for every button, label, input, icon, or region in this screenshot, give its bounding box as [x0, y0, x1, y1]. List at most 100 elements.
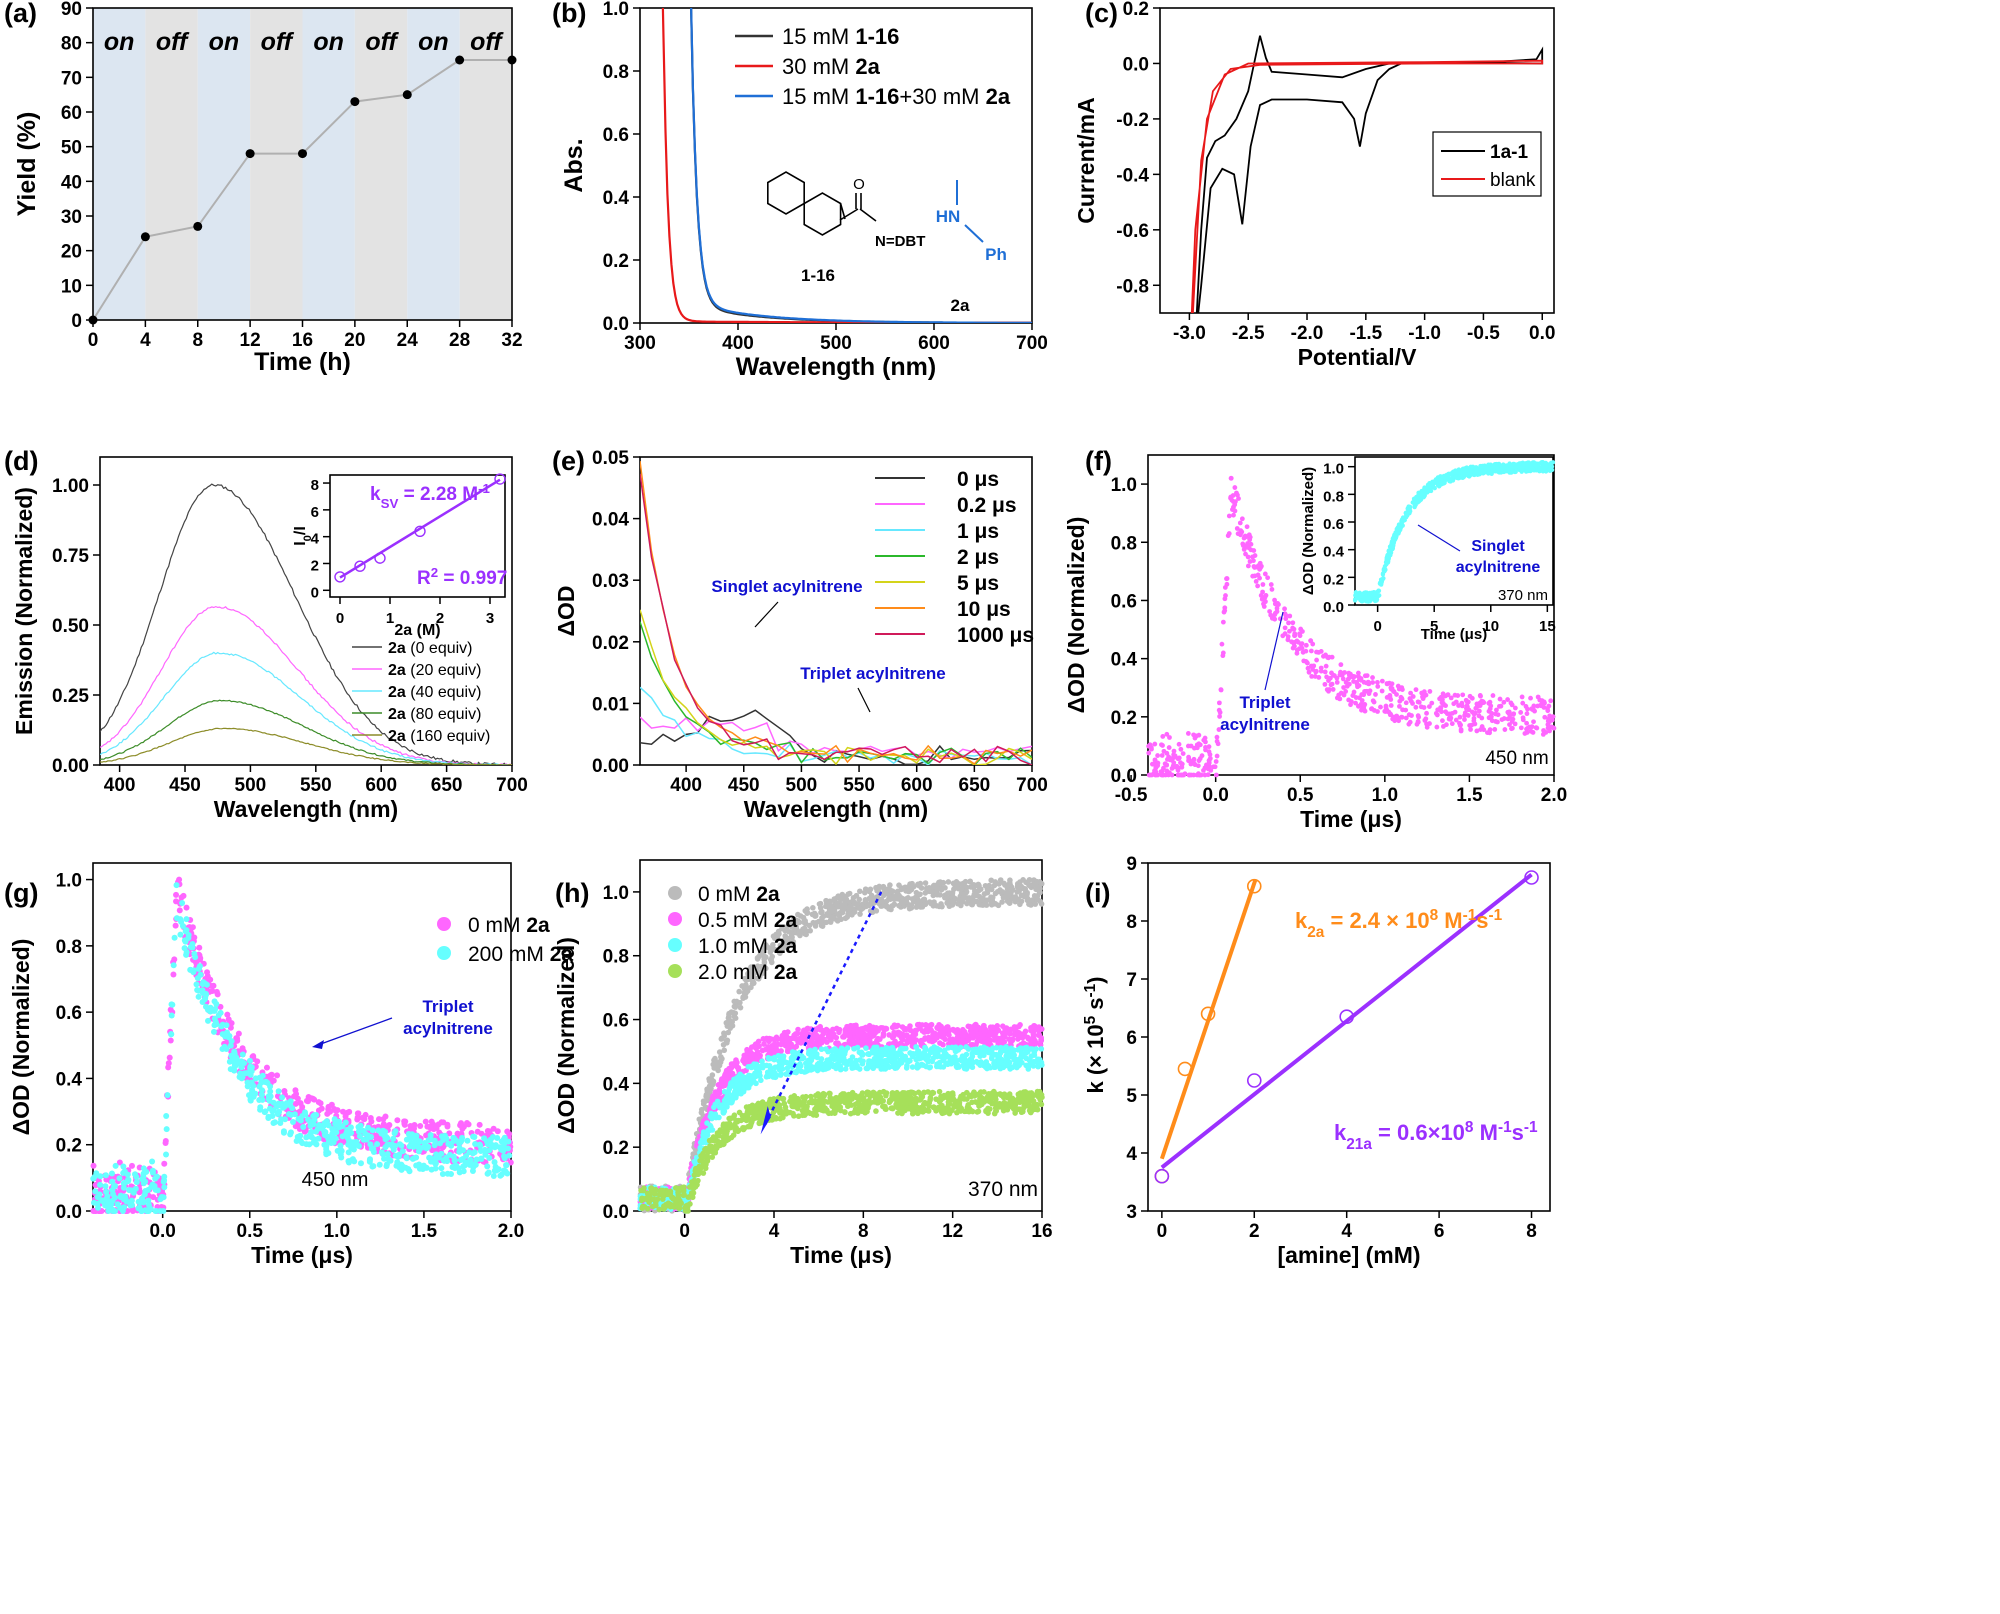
- data-point: [1505, 697, 1511, 702]
- data-point: [1336, 692, 1342, 698]
- data-point: [1220, 650, 1226, 656]
- x-tick-label: 400: [104, 775, 136, 796]
- data-point: [725, 1029, 732, 1036]
- data-point: [946, 903, 953, 910]
- data-point: [1160, 734, 1166, 739]
- data-point: [834, 1025, 840, 1032]
- data-point: [213, 988, 220, 995]
- bond: [839, 208, 859, 221]
- panel-d-axes: 400 450 500 550 600 650 7000.000.250.500.751.0…: [4, 446, 528, 822]
- data-point: [1214, 753, 1220, 759]
- data-point: [354, 560, 366, 572]
- data-point: [831, 908, 837, 914]
- data-point: [1228, 475, 1234, 481]
- data-point: [874, 887, 880, 894]
- y-tick-label: 0.8: [1323, 488, 1344, 505]
- data-point: [721, 1033, 728, 1039]
- data-point: [142, 1178, 149, 1185]
- data-point: [1508, 700, 1514, 706]
- data-point: [431, 1142, 438, 1149]
- data-point: [1213, 772, 1219, 778]
- data-point: [967, 1023, 973, 1030]
- data-point: [941, 1028, 947, 1034]
- data-point: [238, 1063, 245, 1070]
- data-point: [428, 1166, 435, 1173]
- data-point: [736, 988, 742, 995]
- compound-label: 1-16: [801, 266, 835, 285]
- data-point: [292, 1100, 299, 1107]
- data-point: [770, 942, 776, 948]
- data-point: [503, 1162, 510, 1169]
- data-point: [274, 1072, 281, 1079]
- data-point: [231, 1067, 238, 1074]
- data-point: [1170, 763, 1176, 769]
- y-tick-label: 30: [61, 207, 82, 228]
- data-point: [802, 1036, 809, 1042]
- data-point: [1472, 721, 1478, 727]
- naphthamide-structure: [767, 171, 877, 236]
- annotation: acylnitrene: [403, 1019, 493, 1038]
- data-point: [818, 1033, 825, 1040]
- data-point: [398, 1142, 405, 1149]
- legend-label: 0.2 μs: [957, 494, 1017, 517]
- data-point: [278, 1116, 285, 1123]
- data-point: [823, 900, 830, 907]
- data-point: [494, 1128, 501, 1135]
- data-point: [1017, 901, 1023, 908]
- data-point: [698, 1109, 705, 1116]
- bond: [964, 224, 984, 243]
- data-point: [346, 1108, 353, 1115]
- data-point: [332, 1135, 339, 1142]
- y-axis-label: Emission (Normalized): [11, 487, 37, 735]
- data-point: [1305, 665, 1311, 671]
- data-point: [331, 1116, 338, 1123]
- y-axis-label: ΔOD (Normalized): [553, 937, 579, 1134]
- data-point: [196, 944, 203, 951]
- data-point: [1226, 531, 1232, 536]
- data-point: [501, 1153, 508, 1160]
- data-point: [889, 1034, 896, 1040]
- data-point: [1334, 679, 1340, 685]
- label-part: 30 mM: [782, 54, 855, 79]
- data-point: [1479, 715, 1485, 721]
- data-point: [750, 1043, 757, 1050]
- data-point: [846, 906, 853, 913]
- panel-f-inset-points: [1352, 460, 1556, 604]
- data-point: [1517, 464, 1522, 470]
- data-point: [1214, 734, 1220, 740]
- data-point: [140, 232, 150, 242]
- data-point: [160, 1194, 167, 1201]
- data-point: [886, 906, 892, 912]
- data-point: [755, 969, 762, 976]
- data-point: [891, 901, 898, 908]
- data-point: [165, 1060, 172, 1067]
- data-point: [1367, 590, 1373, 596]
- data-point: [287, 1131, 294, 1138]
- data-point: [1234, 526, 1240, 531]
- data-point: [1322, 681, 1328, 687]
- data-point: [484, 1163, 491, 1170]
- data-point: [163, 1113, 170, 1120]
- data-point: [433, 1124, 440, 1131]
- data-point: [1318, 668, 1324, 674]
- label-part: 2a: [986, 84, 1011, 109]
- data-point: [346, 1137, 353, 1144]
- data-point: [325, 1106, 332, 1113]
- ring: [767, 171, 805, 215]
- data-point: [1492, 726, 1498, 732]
- y-tick-label: 0.50: [52, 616, 89, 637]
- data-point: [770, 933, 777, 940]
- data-point: [1155, 753, 1161, 758]
- data-point: [451, 1157, 458, 1164]
- data-point: [1176, 741, 1182, 747]
- r2-label: R2 = 0.997: [417, 565, 507, 590]
- data-point: [1403, 715, 1409, 721]
- data-point: [1294, 650, 1300, 656]
- data-point: [90, 1162, 97, 1169]
- data-point: [981, 1022, 987, 1029]
- data-point: [792, 1031, 799, 1037]
- data-point: [356, 1127, 363, 1134]
- panel-label: (e): [552, 446, 585, 476]
- data-point: [1208, 767, 1214, 773]
- data-point: [167, 1037, 174, 1044]
